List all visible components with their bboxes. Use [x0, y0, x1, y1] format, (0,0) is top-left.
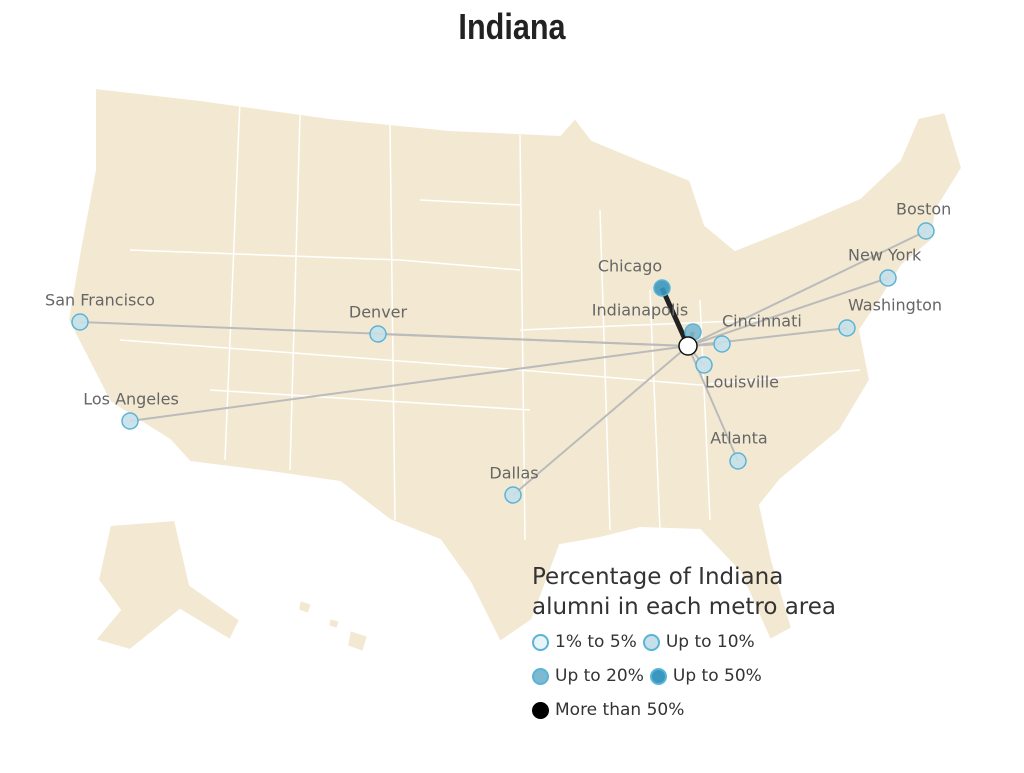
link — [687, 277, 889, 347]
city-label: Washington — [848, 296, 942, 315]
legend-label: Up to 50% — [672, 666, 762, 686]
legend-item: Up to 20% — [532, 666, 644, 686]
city-marker — [917, 222, 935, 240]
city-marker — [504, 486, 522, 504]
city-label: New York — [848, 246, 922, 265]
city-label: Indianapolis — [592, 301, 688, 320]
markers: San Francisco Denver Los Angeles Dallas Chic… — [45, 200, 951, 504]
city-marker — [369, 325, 387, 343]
hawaii — [296, 598, 370, 654]
alaska — [93, 518, 242, 652]
legend-item: Up to 10% — [642, 632, 755, 652]
link — [687, 230, 927, 347]
city-marker — [71, 313, 89, 331]
state-line — [119, 99, 861, 541]
legend: Percentage of Indiana alumni in each met… — [532, 562, 862, 734]
legend-item: More than 50% — [532, 700, 684, 720]
legend-swatch — [532, 701, 549, 719]
city-marker — [713, 335, 731, 353]
link — [129, 345, 689, 422]
legend-label: Up to 10% — [665, 632, 755, 652]
city-marker — [653, 279, 671, 297]
state-lines — [119, 99, 861, 541]
legend-items: 1% to 5% Up to 10% Up to 20% Up to 50% More … — [532, 632, 862, 734]
city-marker — [879, 269, 897, 287]
city-marker — [121, 412, 139, 430]
link — [512, 345, 689, 496]
contiguous-us — [66, 86, 964, 644]
map-title: Indiana — [458, 6, 566, 47]
city-label: Denver — [349, 303, 408, 322]
city-label: Cincinnati — [722, 312, 802, 331]
legend-title: Percentage of Indiana alumni in each met… — [532, 564, 836, 620]
city-label: Los Angeles — [83, 390, 179, 409]
city-label: Dallas — [489, 464, 538, 483]
legend-swatch — [532, 633, 549, 651]
legend-item: Up to 50% — [649, 666, 762, 686]
legend-swatch — [649, 667, 667, 685]
legend-swatch — [642, 633, 660, 651]
land — [66, 86, 964, 654]
legend-swatch — [532, 667, 549, 685]
city-marker — [838, 319, 856, 337]
legend-label: Up to 20% — [555, 666, 644, 686]
link — [659, 286, 691, 348]
legend-label: More than 50% — [555, 700, 685, 720]
city-label: San Francisco — [45, 291, 155, 310]
city-label: Louisville — [705, 373, 779, 392]
city-label: Boston — [896, 200, 951, 219]
link — [377, 333, 689, 347]
legend-label: 1% to 5% — [555, 632, 637, 652]
origin-marker — [678, 336, 698, 356]
legend-item: 1% to 5% — [532, 632, 637, 652]
city-marker — [695, 356, 713, 374]
city-label: Chicago — [598, 257, 662, 276]
city-label: Atlanta — [710, 429, 767, 448]
city-marker — [729, 452, 747, 470]
